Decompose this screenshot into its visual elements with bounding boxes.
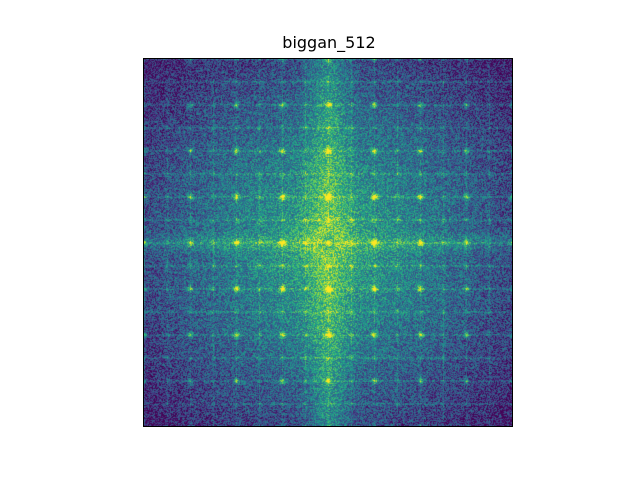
- image-axes: [143, 58, 513, 427]
- plot-title: biggan_512: [282, 33, 376, 52]
- spectrum-image: [144, 59, 512, 426]
